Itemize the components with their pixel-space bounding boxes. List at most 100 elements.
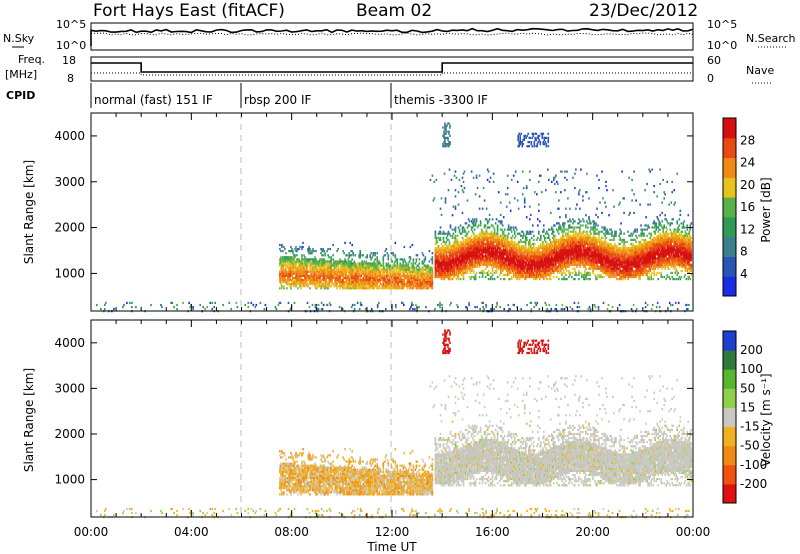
- power-cell: [588, 257, 590, 260]
- power-cell: [450, 247, 453, 250]
- power-cell: [465, 234, 468, 237]
- power-cell: [586, 271, 588, 274]
- power-cell: [458, 261, 461, 264]
- power-cell: [457, 226, 460, 229]
- power-cell: [289, 274, 291, 277]
- power-cell: [310, 262, 312, 265]
- power-cell: [490, 275, 493, 279]
- power-cell: [347, 260, 349, 263]
- power-cell: [565, 240, 567, 244]
- power-cell: [383, 276, 386, 280]
- power-cell: [393, 287, 396, 290]
- power-cell: [334, 272, 336, 275]
- power-cell: [439, 255, 442, 258]
- power-cell: [534, 257, 536, 260]
- power-cell: [519, 259, 522, 262]
- power-cell: [362, 276, 364, 280]
- power-cell: [555, 245, 557, 248]
- power-cell: [327, 254, 329, 257]
- power-cell: [459, 265, 462, 268]
- power-cell: [411, 272, 414, 275]
- power-cell: [543, 263, 545, 266]
- power-cell: [574, 236, 576, 239]
- power-cell: [323, 276, 325, 280]
- power-cell: [519, 255, 522, 258]
- power-cell: [535, 267, 537, 270]
- power-cell: [475, 257, 478, 260]
- power-cell: [305, 268, 307, 271]
- power-cell: [478, 247, 481, 250]
- power-cell: [493, 253, 496, 256]
- power-cell: [531, 253, 533, 256]
- power-cell: [515, 265, 518, 268]
- power-cell: [347, 262, 349, 265]
- power-cell: [521, 236, 524, 239]
- power-cell: [373, 283, 375, 286]
- power-cell: [585, 261, 587, 264]
- power-cell: [438, 255, 441, 258]
- power-cell: [338, 274, 340, 277]
- power-cell: [562, 271, 564, 274]
- power-cell: [459, 263, 462, 266]
- power-cell: [569, 226, 571, 229]
- power-cell: [538, 247, 540, 250]
- power-cell: [556, 238, 558, 241]
- power-cell: [457, 275, 460, 279]
- power-cell: [492, 257, 495, 260]
- power-cell: [447, 269, 450, 272]
- power-cell: [568, 249, 570, 252]
- power-cell: [369, 283, 371, 286]
- power-cell: [418, 287, 421, 290]
- power-cell: [408, 287, 411, 290]
- power-cell: [294, 260, 296, 263]
- power-cell: [445, 257, 448, 260]
- power-cell: [322, 260, 324, 263]
- power-cell: [484, 255, 487, 258]
- power-cell: [570, 251, 572, 254]
- power-cell: [311, 258, 313, 261]
- power-cell: [576, 251, 578, 254]
- power-cell: [514, 234, 517, 237]
- power-cell: [487, 236, 490, 239]
- power-cell: [462, 275, 465, 279]
- power-cell: [507, 232, 510, 235]
- power-cell: [301, 281, 303, 284]
- power-cell: [420, 274, 423, 277]
- power-cell: [518, 255, 521, 258]
- power-cell: [500, 267, 503, 270]
- power-cell: [538, 267, 540, 270]
- power-cell: [448, 259, 451, 262]
- power-cell: [568, 261, 570, 264]
- power-cell: [471, 259, 474, 262]
- power-cell: [382, 283, 385, 286]
- power-cell: [303, 278, 305, 282]
- power-cell: [496, 261, 499, 264]
- power-cell: [483, 242, 486, 246]
- power-cell: [279, 281, 281, 284]
- power-cell: [355, 266, 357, 269]
- power-cell: [368, 268, 370, 271]
- power-cell: [361, 281, 363, 284]
- power-cell: [343, 252, 345, 255]
- power-cell: [551, 253, 553, 256]
- power-cell: [292, 281, 294, 284]
- power-cell: [457, 265, 460, 268]
- power-cell: [468, 301, 470, 304]
- power-cell: [576, 238, 578, 241]
- power-cell: [472, 236, 475, 239]
- power-cell: [467, 265, 470, 268]
- power-cell: [506, 247, 509, 250]
- power-cell: [463, 257, 466, 260]
- power-cell: [286, 272, 288, 275]
- power-cell: [514, 242, 517, 246]
- power-cell: [346, 278, 348, 282]
- power-cell: [491, 249, 494, 252]
- power-cell: [564, 242, 566, 246]
- power-cell: [557, 230, 559, 233]
- power-cell: [301, 262, 303, 265]
- power-cell: [585, 259, 587, 262]
- power-cell: [566, 238, 568, 241]
- power-cell: [312, 281, 314, 284]
- power-cell: [545, 251, 547, 254]
- power-cell: [565, 255, 567, 258]
